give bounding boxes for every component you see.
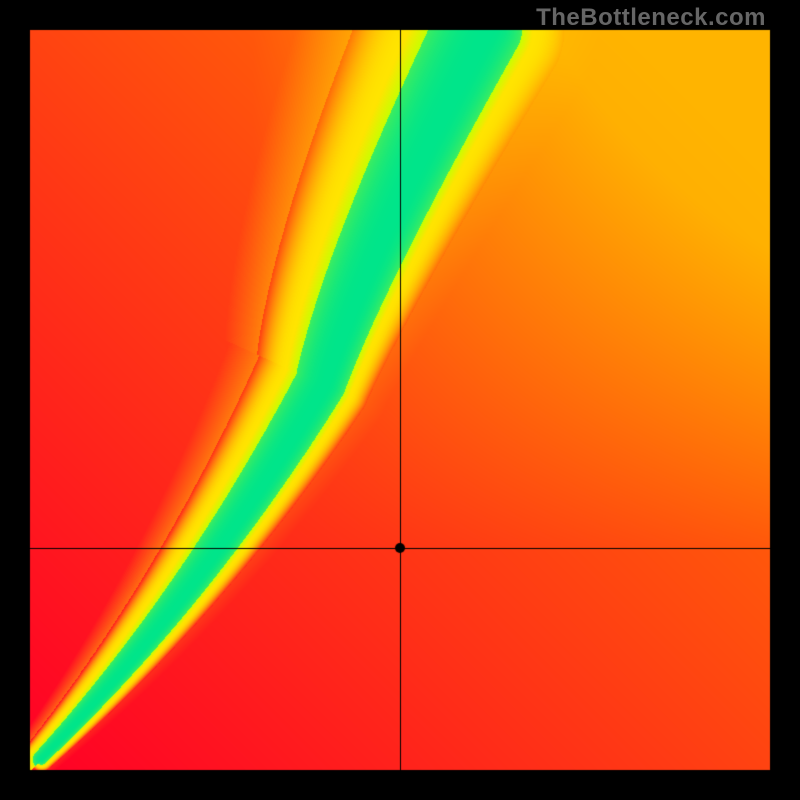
chart-container: TheBottleneck.com bbox=[0, 0, 800, 800]
heatmap-canvas bbox=[0, 0, 800, 800]
attribution-text: TheBottleneck.com bbox=[536, 4, 766, 32]
